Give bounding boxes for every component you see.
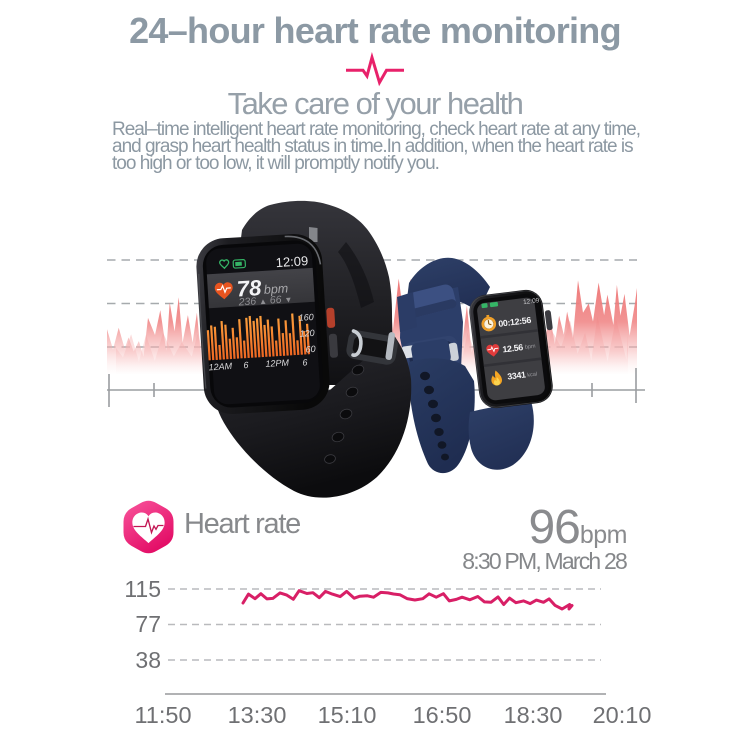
svg-text:6: 6 <box>302 357 308 367</box>
svg-text:12:09: 12:09 <box>275 253 308 270</box>
svg-text:00:12:56: 00:12:56 <box>498 315 532 329</box>
svg-text:13:30: 13:30 <box>228 702 287 728</box>
svg-text:18:30: 18:30 <box>504 702 563 728</box>
svg-text:20:10: 20:10 <box>593 702 652 728</box>
svg-text:11:50: 11:50 <box>134 702 191 728</box>
svg-text:12AM: 12AM <box>208 361 233 372</box>
svg-text:3341: 3341 <box>507 369 527 381</box>
svg-text:bpm: bpm <box>525 343 537 350</box>
svg-text:6: 6 <box>243 360 249 370</box>
svg-text:12PM: 12PM <box>265 357 290 368</box>
svg-text:12:09: 12:09 <box>523 297 540 306</box>
svg-text:bpm: bpm <box>263 281 288 296</box>
svg-text:78: 78 <box>236 275 263 301</box>
svg-text:12.56: 12.56 <box>502 342 524 354</box>
svg-text:77: 77 <box>135 611 161 637</box>
svg-text:15:10: 15:10 <box>318 702 377 728</box>
svg-text:16:50: 16:50 <box>413 702 472 728</box>
svg-text:115: 115 <box>124 576 161 602</box>
svg-text:kcal: kcal <box>527 372 537 379</box>
svg-text:236 ▲ 66 ▼: 236 ▲ 66 ▼ <box>237 293 292 308</box>
svg-text:120: 120 <box>299 328 315 339</box>
svg-text:38: 38 <box>135 647 161 673</box>
svg-text:60: 60 <box>305 344 316 355</box>
svg-text:160: 160 <box>298 312 314 323</box>
